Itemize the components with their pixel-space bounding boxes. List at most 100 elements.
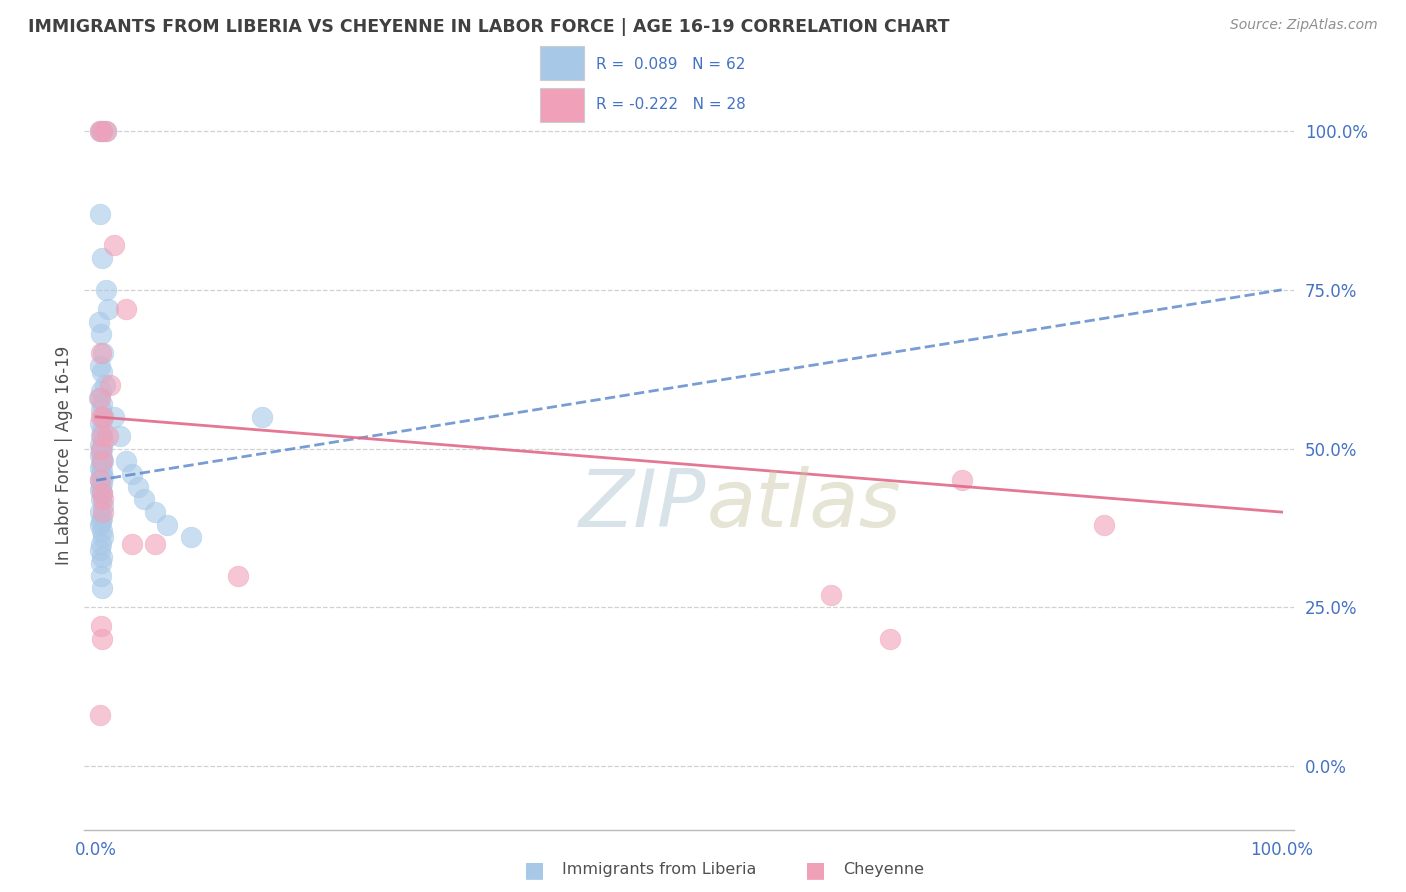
Point bbox=[97, 429, 120, 443]
Text: R = -0.222   N = 28: R = -0.222 N = 28 bbox=[596, 97, 747, 112]
Point bbox=[91, 531, 114, 545]
Point bbox=[89, 473, 111, 487]
Point bbox=[91, 470, 114, 484]
Point bbox=[91, 409, 114, 424]
Point bbox=[91, 524, 114, 538]
Point bbox=[91, 365, 114, 379]
Point bbox=[1092, 517, 1115, 532]
Point bbox=[94, 283, 117, 297]
Point bbox=[115, 454, 138, 468]
Point bbox=[90, 568, 112, 582]
Point bbox=[180, 531, 202, 545]
Text: ■: ■ bbox=[524, 860, 544, 880]
Point bbox=[103, 409, 125, 424]
Point bbox=[90, 619, 112, 633]
Text: ZIP: ZIP bbox=[579, 467, 706, 544]
Point bbox=[89, 708, 111, 723]
Point bbox=[132, 492, 155, 507]
Point bbox=[90, 327, 112, 342]
Point bbox=[115, 301, 138, 316]
Point bbox=[91, 492, 114, 507]
Point bbox=[100, 378, 122, 392]
Point bbox=[91, 423, 114, 437]
Text: R =  0.089   N = 62: R = 0.089 N = 62 bbox=[596, 57, 745, 71]
Point bbox=[91, 429, 114, 443]
Point bbox=[89, 448, 111, 462]
Point bbox=[950, 473, 973, 487]
Point bbox=[91, 549, 114, 564]
Point bbox=[145, 537, 167, 551]
Point bbox=[91, 346, 114, 360]
FancyBboxPatch shape bbox=[540, 46, 583, 80]
Point bbox=[91, 124, 114, 138]
FancyBboxPatch shape bbox=[540, 88, 583, 122]
Point bbox=[91, 435, 114, 450]
Point bbox=[93, 378, 115, 392]
Point bbox=[87, 391, 110, 405]
Text: Immigrants from Liberia: Immigrants from Liberia bbox=[562, 863, 756, 877]
Point bbox=[91, 454, 114, 468]
Point bbox=[820, 588, 842, 602]
Point bbox=[89, 359, 111, 373]
Point bbox=[91, 251, 114, 265]
Point bbox=[91, 505, 114, 519]
Point bbox=[121, 467, 143, 481]
Point bbox=[145, 505, 167, 519]
Point bbox=[90, 515, 112, 529]
Point bbox=[94, 124, 117, 138]
Text: ■: ■ bbox=[806, 860, 825, 880]
Point bbox=[89, 473, 111, 487]
Text: atlas: atlas bbox=[706, 467, 901, 544]
Point bbox=[91, 454, 114, 468]
Point bbox=[91, 451, 114, 466]
Point bbox=[90, 467, 112, 481]
Point bbox=[127, 480, 149, 494]
Point bbox=[90, 480, 112, 494]
Point bbox=[89, 391, 111, 405]
Point bbox=[90, 444, 112, 458]
Point bbox=[89, 483, 111, 497]
Point bbox=[90, 346, 112, 360]
Point bbox=[90, 442, 112, 456]
Point bbox=[90, 492, 112, 507]
Point bbox=[91, 442, 114, 456]
Point bbox=[91, 124, 114, 138]
Point bbox=[89, 438, 111, 452]
Point bbox=[250, 409, 273, 424]
Point bbox=[89, 543, 111, 558]
Point bbox=[87, 315, 110, 329]
Point bbox=[228, 568, 250, 582]
Point bbox=[91, 464, 114, 478]
Point bbox=[91, 581, 114, 595]
Point bbox=[108, 429, 131, 443]
Point bbox=[90, 403, 112, 417]
Point bbox=[89, 206, 111, 220]
Point bbox=[90, 458, 112, 472]
Point bbox=[156, 517, 179, 532]
Point bbox=[91, 397, 114, 411]
Point bbox=[94, 124, 117, 138]
Point bbox=[91, 486, 114, 500]
Point bbox=[89, 517, 111, 532]
Point bbox=[879, 632, 901, 646]
Point bbox=[89, 124, 111, 138]
Text: IMMIGRANTS FROM LIBERIA VS CHEYENNE IN LABOR FORCE | AGE 16-19 CORRELATION CHART: IMMIGRANTS FROM LIBERIA VS CHEYENNE IN L… bbox=[28, 18, 949, 36]
Point bbox=[90, 537, 112, 551]
Point bbox=[91, 632, 114, 646]
Point bbox=[90, 384, 112, 399]
Point bbox=[90, 556, 112, 570]
Point bbox=[89, 124, 111, 138]
Text: Cheyenne: Cheyenne bbox=[844, 863, 925, 877]
Y-axis label: In Labor Force | Age 16-19: In Labor Force | Age 16-19 bbox=[55, 345, 73, 565]
Point bbox=[90, 429, 112, 443]
Point bbox=[89, 416, 111, 430]
Point bbox=[91, 499, 114, 513]
Point bbox=[89, 460, 111, 475]
Text: Source: ZipAtlas.com: Source: ZipAtlas.com bbox=[1230, 18, 1378, 32]
Point bbox=[91, 409, 114, 424]
Point bbox=[121, 537, 143, 551]
Point bbox=[97, 301, 120, 316]
Point bbox=[89, 505, 111, 519]
Point bbox=[91, 476, 114, 491]
Point bbox=[103, 238, 125, 252]
